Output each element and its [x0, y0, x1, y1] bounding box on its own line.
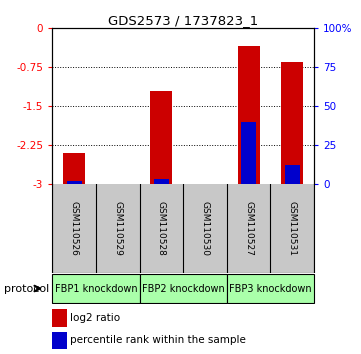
Bar: [66, 181, 82, 184]
Bar: [52, 309, 67, 327]
Text: log2 ratio: log2 ratio: [70, 313, 121, 323]
Text: percentile rank within the sample: percentile rank within the sample: [70, 335, 246, 345]
Text: GSM110530: GSM110530: [200, 201, 209, 256]
Bar: [238, 46, 260, 184]
Text: GSM110526: GSM110526: [70, 201, 79, 256]
Text: protocol: protocol: [4, 284, 49, 293]
Bar: [151, 91, 172, 184]
Text: FBP2 knockdown: FBP2 knockdown: [142, 284, 225, 293]
Bar: [281, 62, 303, 184]
Text: FBP1 knockdown: FBP1 knockdown: [55, 284, 137, 293]
Title: GDS2573 / 1737823_1: GDS2573 / 1737823_1: [108, 14, 258, 27]
Bar: [63, 153, 85, 184]
Bar: [140, 274, 227, 303]
Text: GSM110529: GSM110529: [113, 201, 122, 256]
Bar: [241, 122, 256, 184]
Bar: [284, 165, 300, 184]
Bar: [227, 274, 314, 303]
Bar: [52, 332, 67, 349]
Text: GSM110528: GSM110528: [157, 201, 166, 256]
Text: GSM110527: GSM110527: [244, 201, 253, 256]
Bar: [52, 274, 140, 303]
Text: GSM110531: GSM110531: [288, 201, 297, 256]
Text: FBP3 knockdown: FBP3 knockdown: [229, 284, 312, 293]
Bar: [154, 179, 169, 184]
